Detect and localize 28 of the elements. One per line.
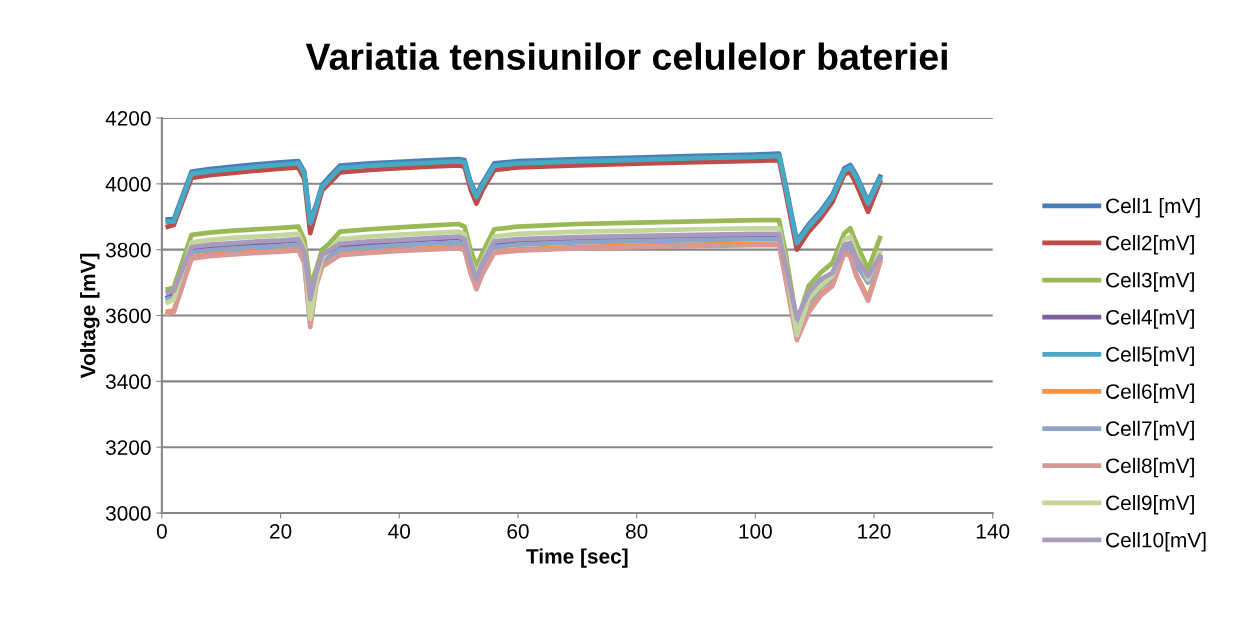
x-tick-label: 40 xyxy=(388,523,411,539)
y-tick-label: 4000 xyxy=(105,176,151,192)
legend-label: Cell8[mV] xyxy=(1106,457,1194,478)
legend-label: Cell9[mV] xyxy=(1106,494,1194,515)
legend-label: Cell3[mV] xyxy=(1106,272,1194,292)
x-tick-label: 0 xyxy=(156,523,167,539)
x-tick-label: 120 xyxy=(858,523,891,539)
x-tick-label: 80 xyxy=(625,523,648,539)
x-tick-label: 60 xyxy=(507,523,529,539)
legend-label: Cell2[mV] xyxy=(1106,235,1194,255)
x-tick-label: 20 xyxy=(270,523,292,539)
x-tick-label: 140 xyxy=(976,523,1010,539)
legend-label: Cell7[mV] xyxy=(1106,420,1194,441)
legend-label: Cell4[mV] xyxy=(1106,309,1194,329)
legend-label: Cell5[mV] xyxy=(1106,346,1194,366)
chart-title: Variatia tensiunilor celulelor bateriei xyxy=(305,42,947,71)
x-tick-label: 100 xyxy=(739,523,772,539)
y-tick-label: 3200 xyxy=(105,440,151,455)
y-tick-label: 4200 xyxy=(105,111,151,126)
legend-label: Cell10[mV] xyxy=(1106,532,1206,552)
legend-label: Cell6[mV] xyxy=(1106,383,1194,404)
y-axis-title: Voltage [mV] xyxy=(80,253,100,379)
y-tick-label: 3800 xyxy=(105,242,151,258)
y-tick-label: 3600 xyxy=(105,308,151,324)
legend-label: Cell1 [mV] xyxy=(1106,197,1200,218)
y-tick-label: 3000 xyxy=(105,506,151,521)
y-tick-label: 3400 xyxy=(105,374,151,390)
x-axis-title: Time [sec] xyxy=(526,548,628,568)
